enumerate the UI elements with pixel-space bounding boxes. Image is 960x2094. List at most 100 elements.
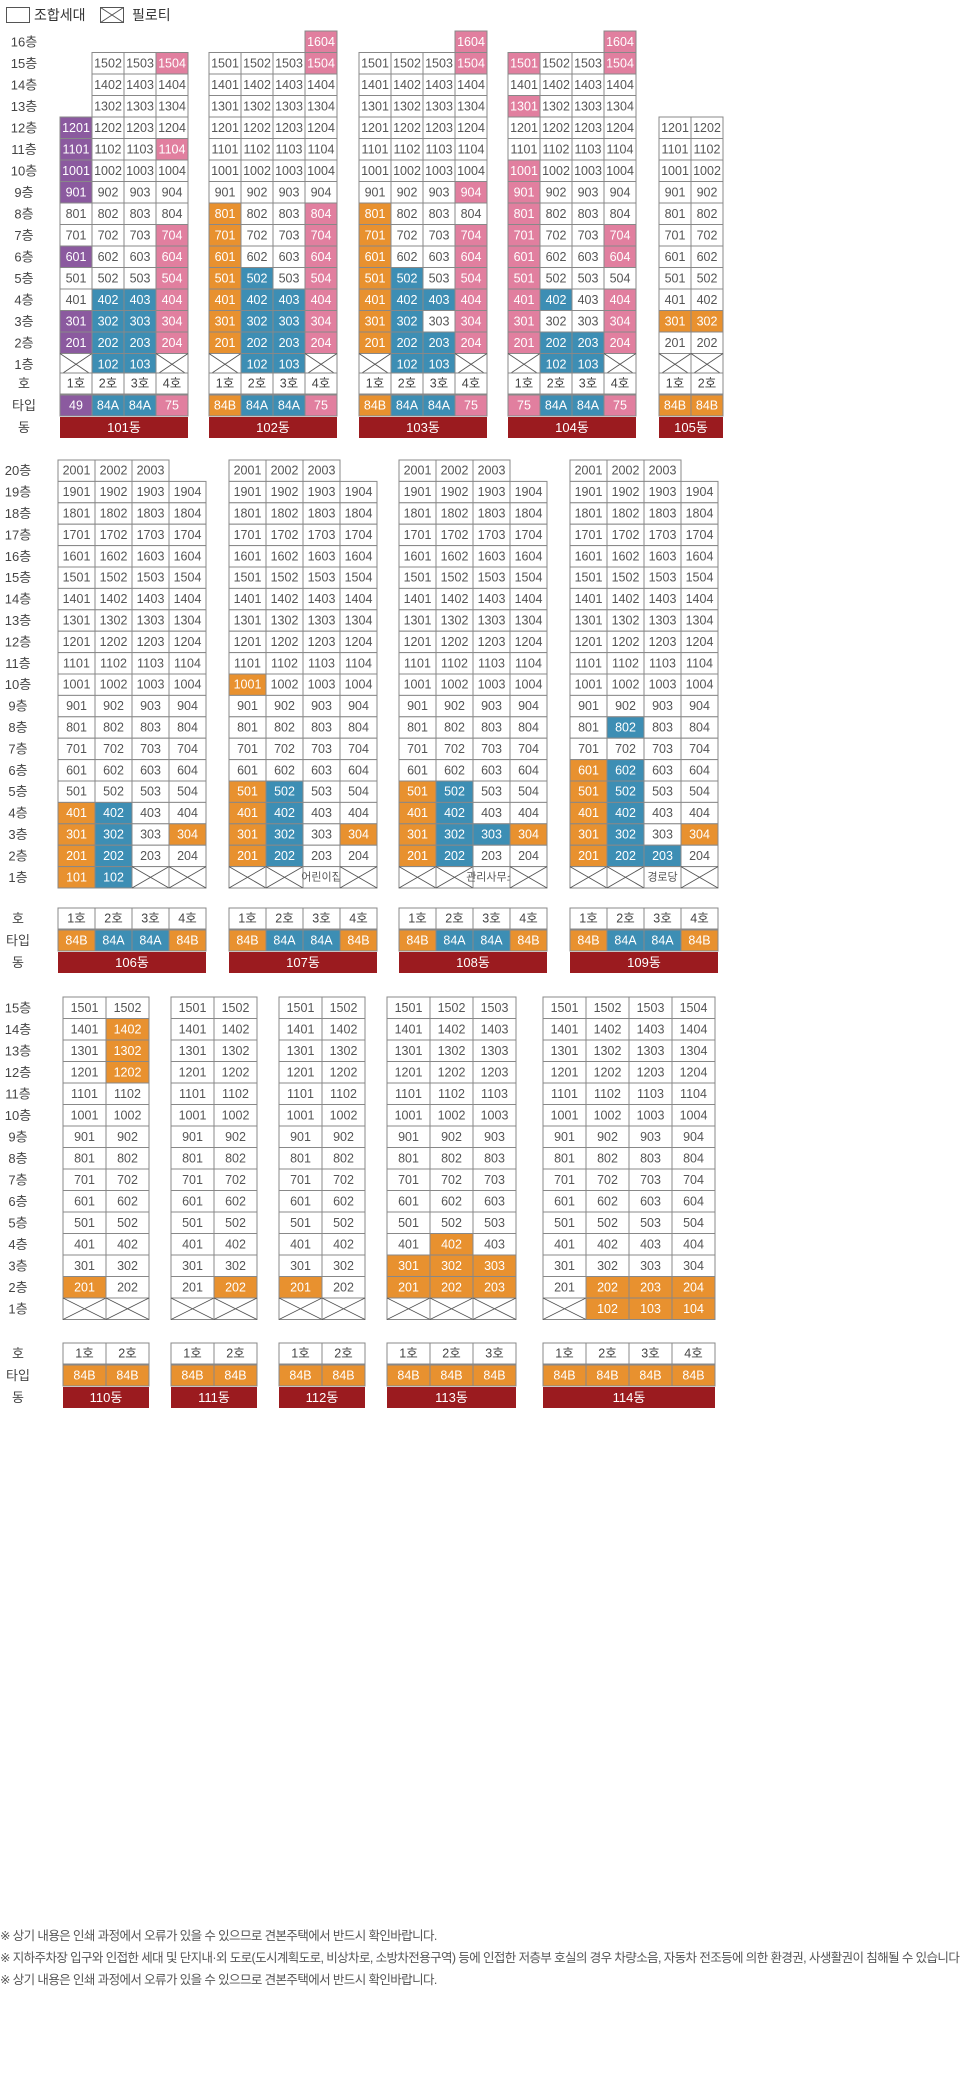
floor-label: 10층 <box>5 677 31 692</box>
building-101동: 1201 1101 1001 901 801 701 601 501 401 301 201 1502… <box>59 52 189 438</box>
unit-number: 703 <box>311 742 332 756</box>
type-label: 84B <box>440 1369 462 1383</box>
unit-number: 1404 <box>686 592 714 606</box>
unit-number: 804 <box>348 721 369 735</box>
ho-label: 3호 <box>430 377 448 391</box>
unit-number: 804 <box>689 721 710 735</box>
piloti-cell <box>59 353 93 376</box>
floor-label: 13층 <box>5 1043 31 1058</box>
unit-number: 203 <box>279 336 300 350</box>
piloti-cell <box>386 1297 431 1320</box>
unit-number: 704 <box>518 742 539 756</box>
ho-label: 1호 <box>67 377 85 391</box>
unit-number: 1302 <box>243 99 271 113</box>
unit-number: 602 <box>697 250 718 264</box>
unit-number: 902 <box>333 1130 354 1144</box>
unit-number: 503 <box>279 271 300 285</box>
unit-number: 204 <box>162 336 183 350</box>
unit-number: 701 <box>398 1173 419 1187</box>
ho-label: 4호 <box>349 912 367 926</box>
unit-number: 901 <box>578 699 599 713</box>
unit-number: 1502 <box>594 1001 622 1015</box>
unit-number: 1302 <box>594 1044 622 1058</box>
unit-number: 1003 <box>308 678 336 692</box>
unit-number: 402 <box>103 806 124 820</box>
unit-number: 701 <box>407 742 428 756</box>
unit-number: 502 <box>333 1216 354 1230</box>
type-label: 84A <box>278 399 301 413</box>
unit-number: 1404 <box>606 78 634 92</box>
building-104동: 1501 1401 1301 1201 1101 1001 901 801 701 601 501 4… <box>507 30 637 438</box>
unit-number: 403 <box>578 293 599 307</box>
unit-number: 301 <box>554 1259 575 1273</box>
unit-number: 1703 <box>478 528 506 542</box>
section-2: 20층 19층 18층 17층 16층 15층 14층 13층 12층 11층 10층 9층 8층 7층 6… <box>5 459 719 973</box>
unit-number: 402 <box>444 806 465 820</box>
unit-number: 1702 <box>612 528 640 542</box>
floor-label: 16층 <box>5 549 31 564</box>
row-label-type: 타입 <box>12 398 36 413</box>
unit-number: 402 <box>697 293 718 307</box>
piloti-cell <box>265 866 304 889</box>
unit-number: 504 <box>311 271 332 285</box>
unit-number: 404 <box>177 806 198 820</box>
unit-number: 403 <box>484 1237 505 1251</box>
unit-number: 602 <box>333 1194 354 1208</box>
unit-number: 1303 <box>574 99 602 113</box>
unit-number: 602 <box>397 250 418 264</box>
unit-number: 802 <box>98 207 119 221</box>
unit-number: 1003 <box>481 1108 509 1122</box>
floor-label: 2층 <box>14 335 33 350</box>
unit-number: 601 <box>578 763 599 777</box>
ho-label: 2호 <box>398 377 416 391</box>
unit-number: 301 <box>66 828 87 842</box>
unit-number: 1304 <box>457 99 485 113</box>
unit-number: 1902 <box>100 485 128 499</box>
ho-label: 2호 <box>598 1347 616 1361</box>
unit-number: 903 <box>484 1130 505 1144</box>
unit-number: 702 <box>333 1173 354 1187</box>
unit-number: 1604 <box>174 549 202 563</box>
unit-number: 901 <box>66 185 87 199</box>
unit-number: 1002 <box>438 1108 466 1122</box>
type-label: 84B <box>639 1369 661 1383</box>
unit-number: 1402 <box>594 1022 622 1036</box>
unit-number: 704 <box>610 228 631 242</box>
unit-number: 502 <box>225 1216 246 1230</box>
unit-number: 902 <box>697 185 718 199</box>
unit-number: 904 <box>610 185 631 199</box>
unit-number: 901 <box>74 1130 95 1144</box>
floor-label: 7층 <box>14 228 33 243</box>
unit-number: 404 <box>461 293 482 307</box>
unit-number: 801 <box>66 721 87 735</box>
type-cell <box>690 394 724 417</box>
unit-number: 1702 <box>271 528 299 542</box>
unit-number: 902 <box>117 1130 138 1144</box>
unit-number: 1303 <box>137 614 165 628</box>
unit-number: 1704 <box>174 528 202 542</box>
unit-number: 1204 <box>174 635 202 649</box>
unit-number: 702 <box>117 1173 138 1187</box>
unit-number: 1803 <box>137 507 165 521</box>
floor-label: 12층 <box>5 1065 31 1080</box>
unit-number: 1703 <box>649 528 677 542</box>
unit-number: 401 <box>290 1237 311 1251</box>
unit-number: 903 <box>652 699 673 713</box>
unit-number: 304 <box>162 314 183 328</box>
floor-label: 14층 <box>5 1022 31 1037</box>
dong-label: 106동 <box>115 955 149 970</box>
piloti-cell <box>690 353 724 376</box>
unit-number: 602 <box>103 763 124 777</box>
ho-label: 3호 <box>482 912 500 926</box>
unit-number: 802 <box>444 721 465 735</box>
unit-number: 1104 <box>686 656 713 670</box>
unit-number: 1201 <box>179 1065 207 1079</box>
unit-number: 1002 <box>222 1108 250 1122</box>
unit-number: 1002 <box>693 164 721 178</box>
unit-number: 1004 <box>606 164 634 178</box>
unit-number: 802 <box>274 721 295 735</box>
unit-number: 202 <box>597 1280 618 1294</box>
unit-number: 1102 <box>441 656 468 670</box>
row-label-type: 타입 <box>6 1368 30 1383</box>
